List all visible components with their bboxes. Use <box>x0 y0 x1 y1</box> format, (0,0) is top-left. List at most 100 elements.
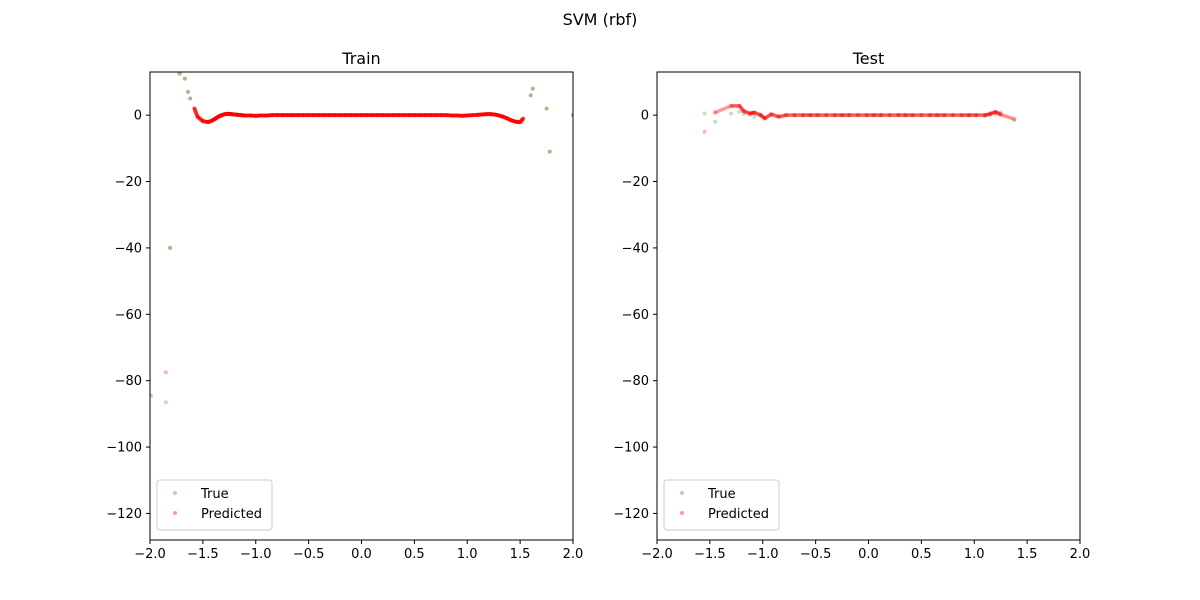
predicted-point <box>368 113 373 118</box>
predicted-point <box>462 113 467 118</box>
predicted-point <box>397 113 402 118</box>
predicted-point <box>207 119 212 124</box>
predicted-point <box>270 113 275 118</box>
predicted-point <box>517 120 522 125</box>
predicted-point <box>417 113 421 118</box>
predicted-point <box>293 113 298 118</box>
predicted-point <box>309 113 314 118</box>
predicted-point <box>981 113 986 118</box>
predicted-point <box>264 113 269 118</box>
predicted-point <box>853 113 858 118</box>
predicted-point <box>375 113 380 118</box>
predicted-point <box>972 113 977 118</box>
predicted-point <box>505 116 510 121</box>
predicted-point <box>376 113 381 118</box>
predicted-point <box>398 113 403 118</box>
predicted-point <box>290 113 295 118</box>
predicted-point <box>953 113 958 118</box>
predicted-point <box>811 113 816 118</box>
predicted-point <box>911 113 916 118</box>
predicted-point <box>272 113 277 118</box>
predicted-point <box>370 113 375 118</box>
predicted-point <box>420 113 425 118</box>
predicted-point <box>286 113 291 118</box>
predicted-point <box>446 113 451 118</box>
predicted-point <box>744 110 749 115</box>
predicted-point <box>402 113 407 118</box>
predicted-point <box>885 113 890 118</box>
predicted-point <box>1002 113 1007 118</box>
predicted-point <box>395 113 400 118</box>
predicted-point <box>431 113 436 118</box>
true-point <box>910 113 915 118</box>
predicted-point <box>290 113 295 118</box>
predicted-point <box>450 113 455 118</box>
predicted-point <box>316 113 321 118</box>
predicted-point <box>740 107 745 112</box>
predicted-point <box>751 110 756 115</box>
predicted-point <box>864 113 869 118</box>
predicted-point <box>759 113 764 118</box>
predicted-point <box>733 103 738 108</box>
predicted-point <box>754 111 759 116</box>
predicted-point <box>216 114 221 119</box>
predicted-point <box>235 112 240 117</box>
predicted-point <box>251 113 256 118</box>
true-point <box>808 113 813 118</box>
predicted-point <box>352 113 357 118</box>
predicted-point <box>864 113 869 118</box>
predicted-point <box>816 113 821 118</box>
predicted-point <box>900 113 905 118</box>
true-point <box>919 113 924 118</box>
predicted-point <box>419 113 424 118</box>
predicted-point <box>321 113 326 118</box>
predicted-point <box>235 112 240 117</box>
predicted-point <box>854 113 859 118</box>
predicted-point <box>219 113 224 118</box>
predicted-point <box>721 107 726 112</box>
predicted-point <box>224 111 229 116</box>
predicted-point <box>788 113 793 118</box>
predicted-point <box>282 113 287 118</box>
true-point <box>226 111 231 116</box>
predicted-point <box>938 113 943 118</box>
predicted-point <box>438 113 443 118</box>
predicted-point <box>265 113 270 118</box>
predicted-point <box>731 103 736 108</box>
legend-label-true: True <box>200 487 229 502</box>
predicted-point <box>410 113 415 118</box>
predicted-point <box>367 113 372 118</box>
predicted-point <box>380 113 385 118</box>
x-tick-label: −2.0 <box>641 547 673 562</box>
predicted-point <box>504 116 509 121</box>
predicted-point <box>892 113 897 118</box>
predicted-point <box>821 113 826 118</box>
predicted-point <box>337 113 342 118</box>
predicted-point <box>942 113 947 118</box>
predicted-point <box>193 109 198 114</box>
predicted-point <box>295 113 300 118</box>
predicted-point <box>756 112 761 117</box>
predicted-point <box>256 113 261 118</box>
predicted-point <box>254 113 259 118</box>
true-point <box>509 118 514 123</box>
predicted-point <box>817 113 822 118</box>
predicted-point <box>292 113 297 118</box>
true-point <box>741 112 746 117</box>
predicted-point <box>291 113 296 118</box>
true-point <box>296 113 301 118</box>
predicted-point <box>940 113 945 118</box>
x-tick-label: −1.0 <box>747 547 779 562</box>
predicted-point <box>201 119 206 124</box>
predicted-point <box>267 113 272 118</box>
predicted-point <box>450 113 455 118</box>
predicted-point <box>454 113 459 118</box>
predicted-point <box>233 112 238 117</box>
legend-label-predicted: Predicted <box>708 507 769 522</box>
predicted-point <box>427 113 432 118</box>
predicted-point <box>771 113 776 118</box>
predicted-point <box>366 113 371 118</box>
predicted-point <box>259 113 264 118</box>
predicted-point <box>804 113 809 118</box>
predicted-point <box>925 113 930 118</box>
